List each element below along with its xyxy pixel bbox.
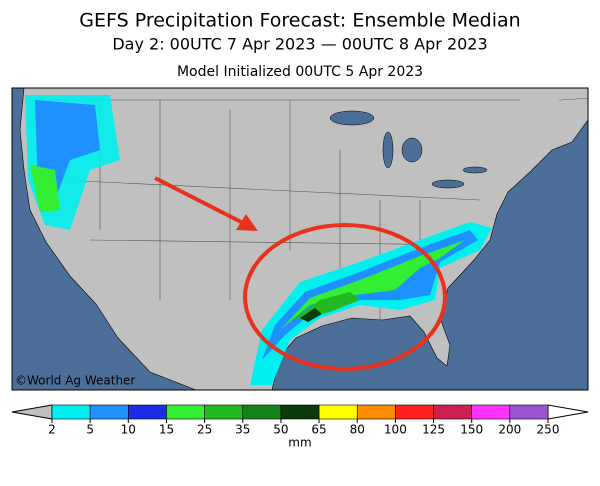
colorbar-label: 25 — [197, 423, 212, 437]
colorbar-label: 200 — [498, 423, 521, 437]
subtitle: Day 2: 00UTC 7 Apr 2023 — 00UTC 8 Apr 20… — [112, 35, 487, 54]
arrow-shaft — [154, 176, 246, 226]
colorbar-label: 65 — [311, 423, 326, 437]
colorbar-label: 80 — [350, 423, 365, 437]
colorbar-label: 150 — [460, 423, 483, 437]
colorbar-segment — [356, 404, 396, 420]
great-lakes — [329, 110, 488, 189]
colorbar-label: 100 — [384, 423, 407, 437]
land — [19, 87, 589, 391]
colorbar-segment — [128, 404, 167, 420]
colorbar-low-end — [11, 404, 53, 420]
colorbar-label: 250 — [537, 423, 560, 437]
colorbar-label: 125 — [422, 423, 445, 437]
credit: ©World Ag Weather — [15, 374, 135, 388]
map: ©World Ag Weather — [11, 87, 589, 391]
colorbar-segment — [395, 404, 434, 420]
colorbar-segment — [280, 404, 320, 420]
colorbar-segment — [318, 404, 358, 420]
land-northeast — [520, 88, 588, 100]
colorbar-segment — [242, 404, 282, 420]
colorbar-label: 15 — [159, 423, 174, 437]
colorbar-label: 10 — [121, 423, 136, 437]
colorbar-label: 35 — [235, 423, 250, 437]
colorbar-segment — [204, 404, 244, 420]
arrow-head — [236, 214, 258, 231]
colorbar-high-end — [547, 404, 589, 420]
init-time: Model Initialized 00UTC 5 Apr 2023 — [177, 64, 423, 80]
colorbar-label: 50 — [273, 423, 288, 437]
colorbar-label: 5 — [86, 423, 94, 437]
title: GEFS Precipitation Forecast: Ensemble Me… — [79, 10, 520, 32]
colorbar-label: 2 — [48, 423, 56, 437]
colorbar-unit: mm — [288, 436, 311, 450]
colorbar-segment — [51, 404, 91, 420]
colorbar-segment — [166, 404, 205, 420]
map-frame — [11, 87, 589, 391]
highlight-ellipse — [243, 223, 447, 371]
colorbar-segment — [433, 404, 472, 420]
colorbar-segment — [89, 404, 129, 420]
colorbar-segment — [471, 404, 511, 420]
colorbar-segment — [509, 404, 549, 420]
